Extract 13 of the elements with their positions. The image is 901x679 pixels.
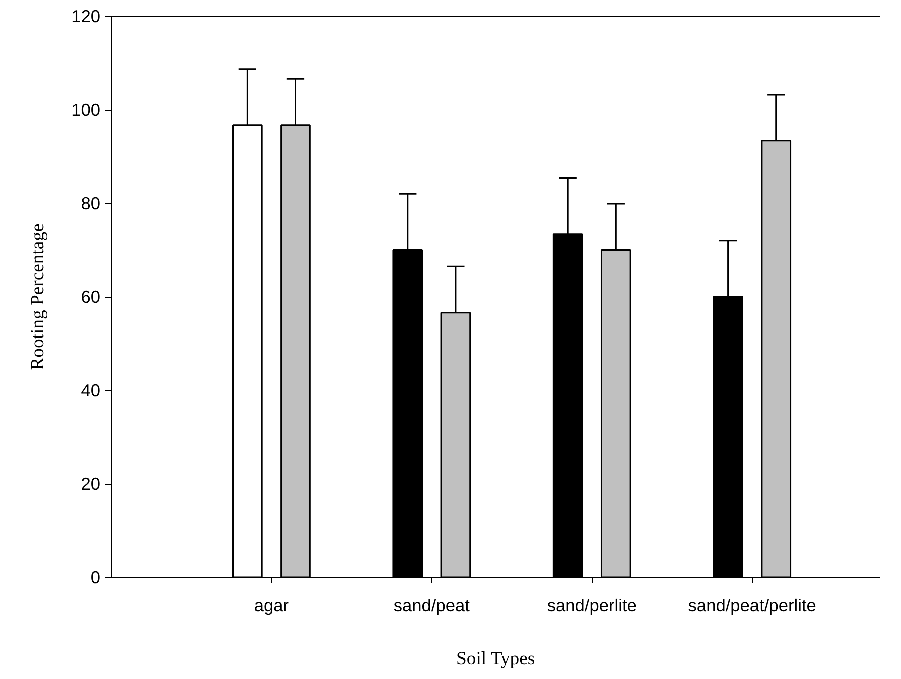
y-tick-label: 80 bbox=[81, 194, 101, 214]
y-tick-label: 20 bbox=[81, 474, 101, 494]
y-tick-label: 60 bbox=[81, 287, 101, 307]
y-tick-label: 0 bbox=[90, 568, 101, 588]
y-axis-title: Rooting Percentage bbox=[28, 224, 49, 370]
y-tick-label: 40 bbox=[81, 380, 101, 400]
y-tick-label: 120 bbox=[72, 6, 101, 26]
y-tick-label: 100 bbox=[72, 100, 101, 120]
x-tick-label: sand/peat bbox=[394, 596, 470, 616]
x-tick-label: sand/peat/perlite bbox=[688, 596, 816, 616]
x-tick-label: sand/perlite bbox=[547, 596, 637, 616]
x-tick-label: agar bbox=[254, 596, 290, 616]
x-axis-title: Soil Types bbox=[456, 648, 536, 670]
